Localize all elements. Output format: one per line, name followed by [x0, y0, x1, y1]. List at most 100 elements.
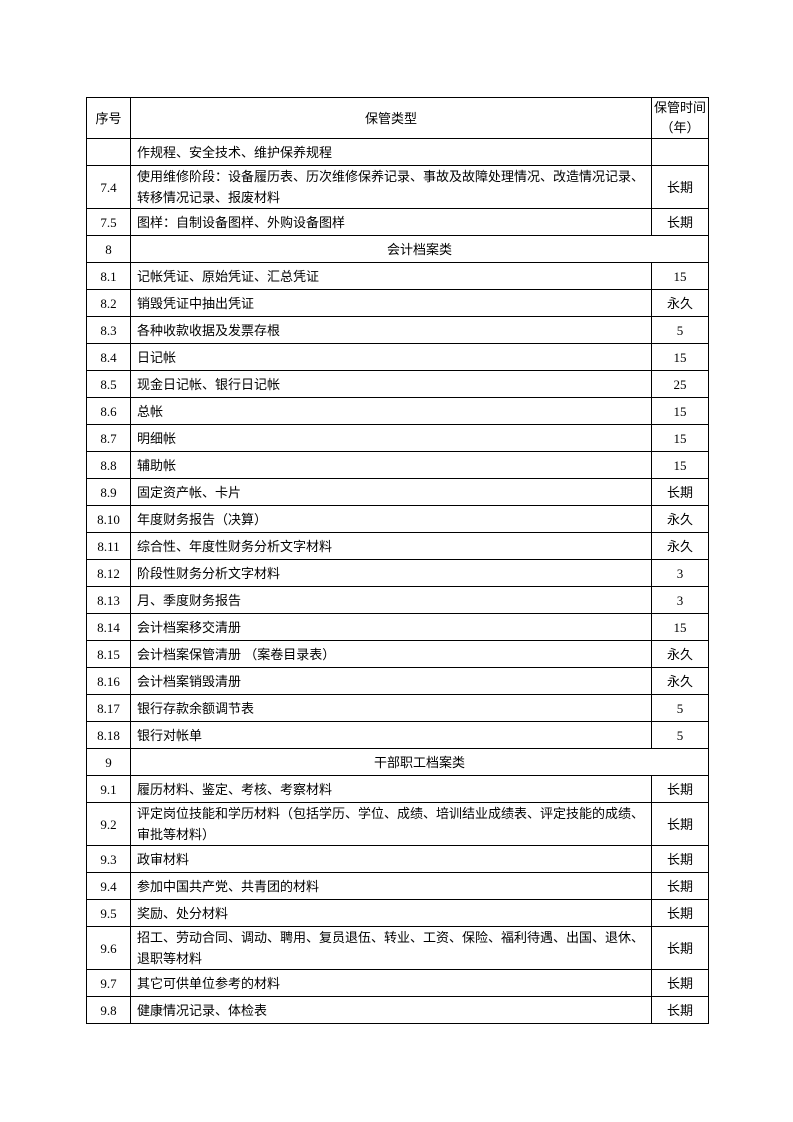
row-type: 其它可供单位参考的材料: [130, 969, 652, 997]
row-period: 永久: [651, 505, 709, 533]
table-row: 8.2 销毁凭证中抽出凭证 永久: [86, 289, 709, 317]
row-period: 5: [651, 721, 709, 749]
row-period: 3: [651, 586, 709, 614]
row-type: 固定资产帐、卡片: [130, 478, 652, 506]
row-type: 月、季度财务报告: [130, 586, 652, 614]
row-type: 银行存款余额调节表: [130, 694, 652, 722]
row-type: 健康情况记录、体检表: [130, 996, 652, 1024]
row-type: 作规程、安全技术、维护保养规程: [130, 138, 652, 166]
row-number: 8.8: [86, 451, 131, 479]
row-type: 辅助帐: [130, 451, 652, 479]
row-period: 永久: [651, 667, 709, 695]
row-number: 8.16: [86, 667, 131, 695]
row-period: 长期: [651, 165, 709, 209]
row-number: 8.6: [86, 397, 131, 425]
row-number: 8.10: [86, 505, 131, 533]
row-period: 长期: [651, 969, 709, 997]
row-number: 8.7: [86, 424, 131, 452]
row-type: 评定岗位技能和学历材料（包括学历、学位、成绩、培训结业成绩表、评定技能的成绩、审…: [130, 802, 652, 846]
row-period: 长期: [651, 845, 709, 873]
table-row: 8.7 明细帐 15: [86, 424, 709, 452]
row-period: 长期: [651, 996, 709, 1024]
row-period: 长期: [651, 478, 709, 506]
row-period: 15: [651, 397, 709, 425]
row-type: 记帐凭证、原始凭证、汇总凭证: [130, 262, 652, 290]
row-period: 长期: [651, 872, 709, 900]
row-number: 9.7: [86, 969, 131, 997]
row-number: 8.12: [86, 559, 131, 587]
row-type: 参加中国共产党、共青团的材料: [130, 872, 652, 900]
table-row: 作规程、安全技术、维护保养规程: [86, 138, 709, 166]
table-row: 8.8 辅助帐 15: [86, 451, 709, 479]
row-number: 8.18: [86, 721, 131, 749]
table-row: 8.9 固定资产帐、卡片 长期: [86, 478, 709, 506]
row-period: 3: [651, 559, 709, 587]
section-row: 8 会计档案类: [86, 235, 709, 263]
table-row: 8.14 会计档案移交清册 15: [86, 613, 709, 641]
row-period: 15: [651, 451, 709, 479]
row-number: 9: [86, 748, 131, 776]
row-type: 招工、劳动合同、调动、聘用、复员退伍、转业、工资、保险、福利待遇、出国、退休、退…: [130, 926, 652, 970]
row-period: 长期: [651, 208, 709, 236]
row-type: 会计档案移交清册: [130, 613, 652, 641]
row-number: 8.11: [86, 532, 131, 560]
table-header-row: 序号 保管类型 保管时间（年）: [86, 97, 709, 139]
table-row: 8.5 现金日记帐、银行日记帐 25: [86, 370, 709, 398]
row-number: 9.6: [86, 926, 131, 970]
row-type: 奖励、处分材料: [130, 899, 652, 927]
table-row: 8.10 年度财务报告（决算） 永久: [86, 505, 709, 533]
row-type: 图样：自制设备图样、外购设备图样: [130, 208, 652, 236]
table-row: 7.4 使用维修阶段：设备履历表、历次维修保养记录、事故及故障处理情况、改造情况记…: [86, 165, 709, 209]
header-period: 保管时间（年）: [651, 97, 709, 139]
table-row: 8.13 月、季度财务报告 3: [86, 586, 709, 614]
row-type: 履历材料、鉴定、考核、考察材料: [130, 775, 652, 803]
row-period: 15: [651, 424, 709, 452]
header-no: 序号: [86, 97, 131, 139]
row-number: 9.5: [86, 899, 131, 927]
row-type: 银行对帐单: [130, 721, 652, 749]
row-type: 综合性、年度性财务分析文字材料: [130, 532, 652, 560]
row-type: 会计档案销毁清册: [130, 667, 652, 695]
table-row: 8.18 银行对帐单 5: [86, 721, 709, 749]
row-period: 15: [651, 343, 709, 371]
header-type: 保管类型: [130, 97, 652, 139]
section-row: 9 干部职工档案类: [86, 748, 709, 776]
row-type: 使用维修阶段：设备履历表、历次维修保养记录、事故及故障处理情况、改造情况记录、转…: [130, 165, 652, 209]
table-row: 9.8 健康情况记录、体检表 长期: [86, 996, 709, 1024]
table-row: 8.4 日记帐 15: [86, 343, 709, 371]
row-number: 8: [86, 235, 131, 263]
row-period: 5: [651, 316, 709, 344]
row-period: 永久: [651, 532, 709, 560]
row-number: 8.5: [86, 370, 131, 398]
table-row: 8.11 综合性、年度性财务分析文字材料 永久: [86, 532, 709, 560]
row-period: 长期: [651, 899, 709, 927]
row-type: 阶段性财务分析文字材料: [130, 559, 652, 587]
table-row: 8.3 各种收款收据及发票存根 5: [86, 316, 709, 344]
row-type: 日记帐: [130, 343, 652, 371]
row-number: 9.4: [86, 872, 131, 900]
row-number: 8.3: [86, 316, 131, 344]
row-number: 9.3: [86, 845, 131, 873]
row-number: 9.2: [86, 802, 131, 846]
row-number: 9.1: [86, 775, 131, 803]
row-number: [86, 138, 131, 166]
row-period: 长期: [651, 775, 709, 803]
row-period: 15: [651, 613, 709, 641]
row-type: 明细帐: [130, 424, 652, 452]
table-row: 7.5 图样：自制设备图样、外购设备图样 长期: [86, 208, 709, 236]
table-row: 9.2 评定岗位技能和学历材料（包括学历、学位、成绩、培训结业成绩表、评定技能的成…: [86, 802, 709, 846]
row-type: 各种收款收据及发票存根: [130, 316, 652, 344]
row-number: 8.13: [86, 586, 131, 614]
table-row: 9.6 招工、劳动合同、调动、聘用、复员退伍、转业、工资、保险、福利待遇、出国、退…: [86, 926, 709, 970]
row-number: 9.8: [86, 996, 131, 1024]
row-period: 15: [651, 262, 709, 290]
retention-table: 序号 保管类型 保管时间（年） 作规程、安全技术、维护保养规程 7.4 使用维修阶段…: [86, 97, 709, 1024]
table-row: 9.3 政审材料 长期: [86, 845, 709, 873]
row-number: 8.15: [86, 640, 131, 668]
row-type: 年度财务报告（决算）: [130, 505, 652, 533]
row-number: 8.9: [86, 478, 131, 506]
section-title: 会计档案类: [130, 235, 709, 263]
row-number: 8.2: [86, 289, 131, 317]
row-number: 8.14: [86, 613, 131, 641]
row-number: 7.5: [86, 208, 131, 236]
